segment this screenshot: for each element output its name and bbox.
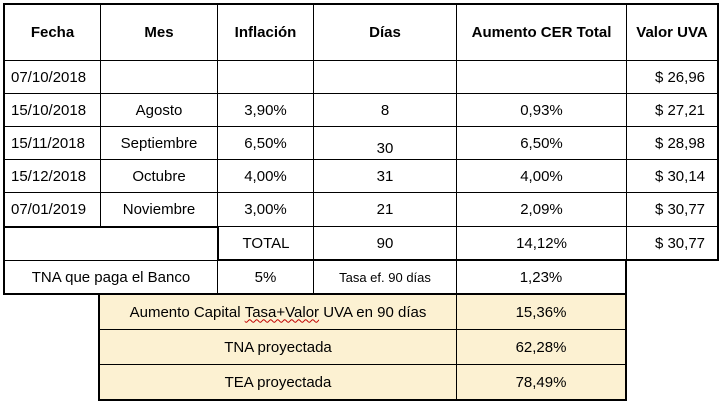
row-1-mes: Agosto [100,93,218,127]
tea-proyectada-label: TEA proyectada [98,364,457,401]
row-4-inflacion: 3,00% [217,192,314,227]
row-2-uva: $ 28,98 [626,126,719,160]
row-0-inflacion [217,60,314,94]
row-2-inflacion: 6,50% [217,126,314,160]
row-0-dias [313,60,457,94]
row-3-aumento: 4,00% [456,159,627,193]
row-0-aumento [456,60,627,94]
row-1-aumento: 0,93% [456,93,627,127]
tna-proyectada-value: 62,28% [456,329,627,365]
total-aumento: 14,12% [456,226,627,261]
row-1-fecha: 15/10/2018 [3,93,101,127]
row-1-dias: 8 [313,93,457,127]
header-mes: Mes [100,3,218,61]
tea-proyectada-value: 78,49% [456,364,627,401]
total-label: TOTAL [217,226,314,261]
total-dias: 90 [313,226,457,261]
header-inflacion: Inflación [217,3,314,61]
tasa-efectiva-value: 1,23% [456,260,627,295]
row-0-fecha: 07/10/2018 [3,60,101,94]
row-3-inflacion: 4,00% [217,159,314,193]
total-uva: $ 30,77 [626,226,719,261]
header-fecha: Fecha [3,3,101,61]
row-3-fecha: 15/12/2018 [3,159,101,193]
aumento-capital-label: Aumento Capital Tasa+Valor UVA en 90 día… [98,294,457,330]
header-aumento-cer: Aumento CER Total [456,3,627,61]
header-dias: Días [313,3,457,61]
row-4-aumento: 2,09% [456,192,627,227]
tna-banco-label: TNA que paga el Banco [3,260,218,295]
row-4-dias: 21 [313,192,457,227]
row-4-fecha: 07/01/2019 [3,192,101,227]
row-2-mes: Septiembre [100,126,218,160]
row-0-uva: $ 26,96 [626,60,719,94]
aumento-capital-label-pre: Aumento Capital [129,303,245,321]
row-0-mes [100,60,218,94]
row-2-aumento: 6,50% [456,126,627,160]
header-valor-uva: Valor UVA [626,3,719,61]
row-2-fecha: 15/11/2018 [3,126,101,160]
tna-proyectada-label: TNA proyectada [98,329,457,365]
row-3-dias: 31 [313,159,457,193]
row-4-mes: Noviembre [100,192,218,227]
row-2-dias: 30 [313,126,457,160]
row-3-mes: Octubre [100,159,218,193]
aumento-capital-value: 15,36% [456,294,627,330]
aumento-capital-label-squiggle: Tasa+Valor [244,303,320,321]
row-3-uva: $ 30,14 [626,159,719,193]
row-4-uva: $ 30,77 [626,192,719,227]
row-1-uva: $ 27,21 [626,93,719,127]
table-left-edge [3,226,5,260]
tna-banco-value: 5% [217,260,314,295]
aumento-capital-label-post: UVA en 90 días [319,303,427,321]
row-1-inflacion: 3,90% [217,93,314,127]
tasa-efectiva-label: Tasa ef. 90 días [313,260,457,295]
table-bottom-edge [3,226,218,228]
